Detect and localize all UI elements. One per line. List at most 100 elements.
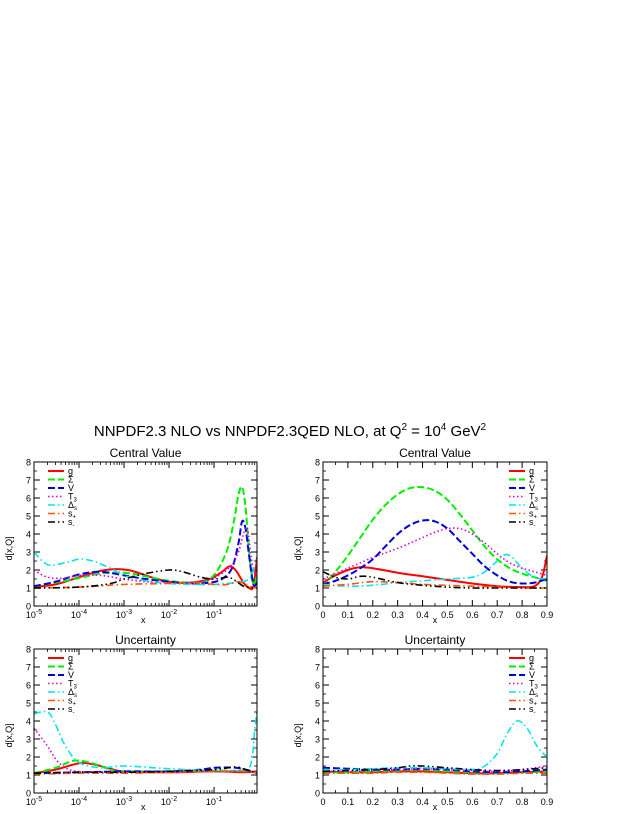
plot-frame bbox=[33, 461, 258, 607]
legend-label: s+ bbox=[68, 696, 77, 708]
series-group bbox=[323, 485, 547, 589]
x-tick-label: 0.4 bbox=[416, 797, 429, 807]
legend-label: g bbox=[68, 466, 73, 476]
series-line-4 bbox=[323, 527, 547, 580]
y-axis-label: d[x,Q] bbox=[293, 536, 303, 560]
legend-label: g bbox=[529, 653, 534, 663]
x-tick-label: 0.5 bbox=[441, 797, 454, 807]
y-tick-label: 6 bbox=[315, 681, 320, 691]
figure-title: NNPDF2.3 NLO vs NNPDF2.3QED NLO, at Q2 =… bbox=[94, 422, 487, 440]
y-tick-label: 7 bbox=[26, 476, 31, 486]
legend-label: g bbox=[529, 466, 534, 476]
series-line-6 bbox=[34, 580, 257, 589]
y-tick-label: 6 bbox=[26, 494, 31, 504]
panel-2: Central Value 0 1 2 3 4 5 6 7 8 0 0.1 0.2 0.3 0.4 0.5 0.… bbox=[293, 446, 553, 625]
x-axis-label: x bbox=[433, 615, 438, 625]
y-tick-label: 6 bbox=[315, 494, 320, 504]
y-tick-label: 8 bbox=[315, 645, 320, 655]
legend-label: T3 bbox=[529, 492, 539, 504]
panel-1: Central Value 0 1 2 3 4 5 6 7 8 10-5 10-4 10-3 10-2 10… bbox=[4, 446, 258, 625]
x-tick-label: 10-5 bbox=[26, 796, 42, 807]
legend-label: T3 bbox=[68, 492, 78, 504]
x-tick-label: 0.8 bbox=[516, 797, 529, 807]
x-tick-label: 10-3 bbox=[116, 796, 132, 807]
x-tick-label: 10-4 bbox=[71, 609, 87, 620]
x-tick-label: 10-1 bbox=[206, 796, 222, 807]
y-tick-label: 5 bbox=[26, 699, 31, 709]
series-line-6 bbox=[34, 770, 257, 775]
y-tick-label: 3 bbox=[315, 548, 320, 558]
x-tick-label: 0.2 bbox=[367, 797, 380, 807]
y-tick-label: 5 bbox=[26, 512, 31, 522]
plot-frame bbox=[33, 648, 258, 794]
series-line-7 bbox=[34, 766, 257, 774]
legend-label: s- bbox=[68, 517, 75, 529]
x-tick-label: 0.3 bbox=[391, 797, 404, 807]
series-line-3 bbox=[34, 519, 257, 588]
y-tick-label: 4 bbox=[26, 530, 31, 540]
series-line-6 bbox=[323, 771, 547, 776]
y-tick-label: 2 bbox=[315, 566, 320, 576]
x-tick-label: 0.3 bbox=[391, 610, 404, 620]
y-tick-label: 4 bbox=[26, 717, 31, 727]
y-tick-label: 1 bbox=[26, 771, 31, 781]
x-tick-label: 0.9 bbox=[541, 797, 554, 807]
y-tick-label: 2 bbox=[26, 753, 31, 763]
y-tick-label: 4 bbox=[315, 530, 320, 540]
y-tick-label: 3 bbox=[26, 548, 31, 558]
y-tick-label: 3 bbox=[315, 735, 320, 745]
series-line-7 bbox=[34, 569, 257, 589]
series-line-7 bbox=[323, 571, 547, 589]
legend-label: s+ bbox=[529, 696, 538, 708]
plot-frame bbox=[322, 461, 548, 607]
x-axis-label: x bbox=[433, 802, 438, 812]
y-tick-label: 8 bbox=[26, 458, 31, 468]
legend-label: V bbox=[529, 670, 535, 680]
x-tick-label: 0 bbox=[320, 797, 325, 807]
panel-title: Uncertainty bbox=[115, 633, 176, 647]
legend-label: Δs bbox=[529, 687, 538, 699]
legend-label: T3 bbox=[68, 679, 78, 691]
x-tick-label: 0.6 bbox=[466, 610, 479, 620]
y-tick-label: 7 bbox=[315, 663, 320, 673]
x-tick-label: 0.1 bbox=[342, 610, 355, 620]
series-group bbox=[34, 710, 257, 775]
legend-label: s+ bbox=[529, 509, 538, 521]
x-tick-label: 0.6 bbox=[466, 797, 479, 807]
legend-label: T3 bbox=[529, 679, 539, 691]
series-line-2 bbox=[34, 485, 257, 588]
x-tick-label: 0.1 bbox=[342, 797, 355, 807]
series-line-6 bbox=[323, 580, 547, 589]
legend-label: s+ bbox=[68, 509, 77, 521]
legend-label: V bbox=[68, 483, 74, 493]
x-axis-label: x bbox=[141, 615, 146, 625]
y-axis-label: d[x,Q] bbox=[4, 723, 14, 747]
x-tick-label: 0 bbox=[320, 610, 325, 620]
series-line-5 bbox=[323, 720, 547, 771]
x-tick-label: 10-1 bbox=[206, 609, 222, 620]
x-tick-label: 10-2 bbox=[161, 609, 177, 620]
series-line-5 bbox=[34, 710, 257, 772]
series-group bbox=[34, 485, 257, 591]
x-tick-label: 0.2 bbox=[367, 610, 380, 620]
series-line-4 bbox=[323, 765, 547, 773]
legend-label: g bbox=[68, 653, 73, 663]
y-tick-label: 7 bbox=[315, 476, 320, 486]
y-tick-label: 3 bbox=[26, 735, 31, 745]
y-tick-label: 0 bbox=[315, 602, 320, 612]
panel-title: Central Value bbox=[399, 446, 471, 460]
y-tick-label: 2 bbox=[315, 753, 320, 763]
y-tick-label: 5 bbox=[315, 699, 320, 709]
panel-3: Uncertainty 0 1 2 3 4 5 6 7 8 10-5 10-4 10-3 10-2 10-1… bbox=[4, 633, 258, 812]
legend-label: s- bbox=[529, 517, 536, 529]
y-axis-label: d[x,Q] bbox=[293, 723, 303, 747]
x-tick-label: 0.7 bbox=[491, 610, 504, 620]
x-tick-label: 0.9 bbox=[541, 610, 554, 620]
y-axis-label: d[x,Q] bbox=[4, 536, 14, 560]
y-tick-label: 8 bbox=[315, 458, 320, 468]
y-tick-label: 0 bbox=[26, 602, 31, 612]
y-tick-label: 1 bbox=[315, 771, 320, 781]
y-tick-label: 0 bbox=[315, 789, 320, 799]
y-tick-label: 7 bbox=[26, 663, 31, 673]
